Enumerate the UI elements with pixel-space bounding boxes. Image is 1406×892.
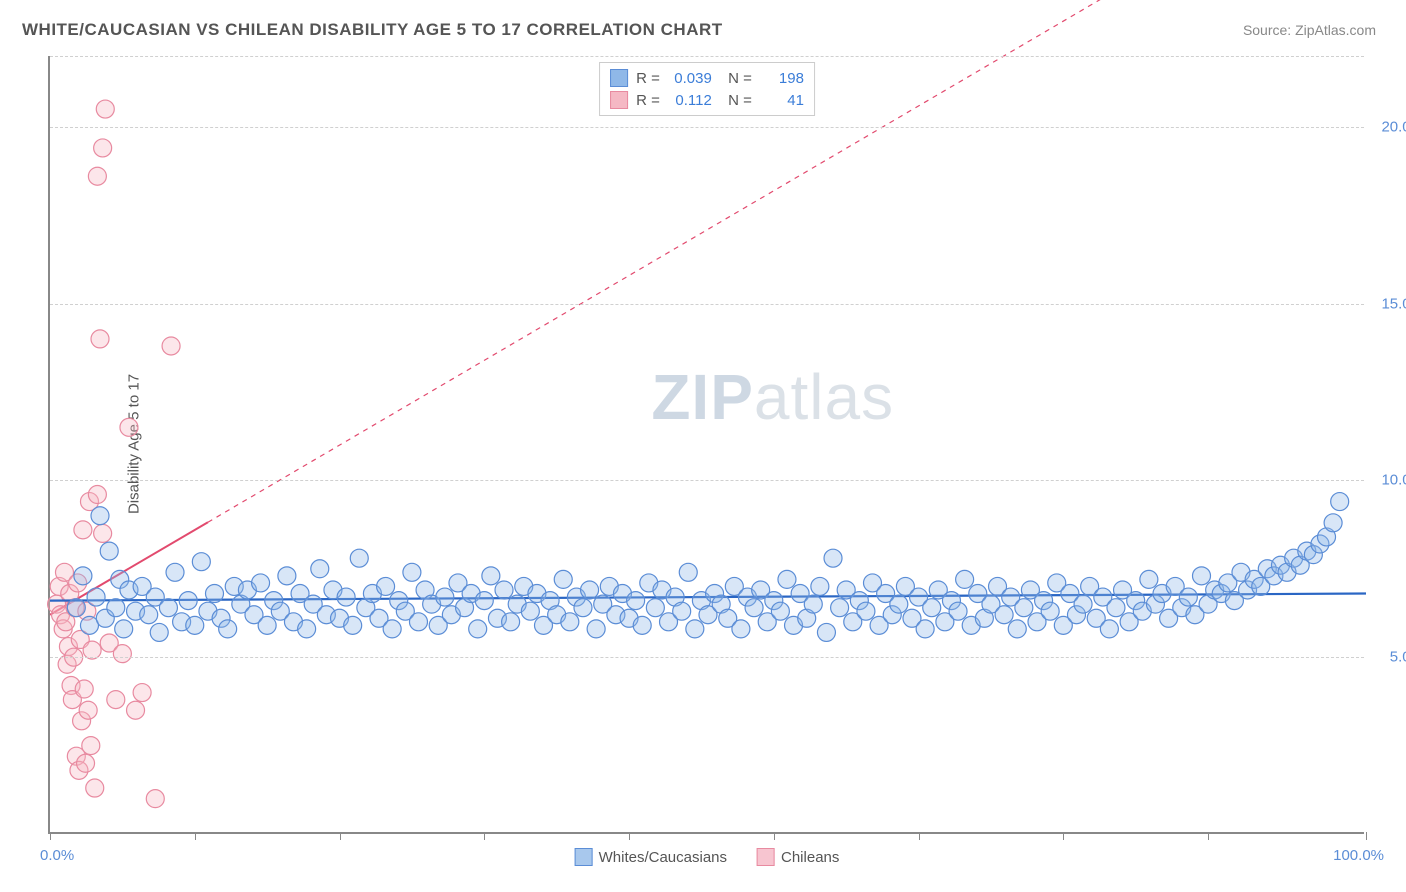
y-tick-label: 15.0%	[1381, 295, 1406, 312]
chart-title: WHITE/CAUCASIAN VS CHILEAN DISABILITY AG…	[22, 20, 723, 40]
chart-plot-area: Disability Age 5 to 17 ZIPatlas R = 0.03…	[48, 56, 1364, 834]
n-label: N =	[720, 70, 752, 87]
correlation-legend: R = 0.039 N = 198 R = 0.112 N = 41	[599, 62, 815, 116]
r-label: R =	[636, 92, 660, 109]
swatch-series1	[610, 69, 628, 87]
y-tick-label: 20.0%	[1381, 118, 1406, 135]
x-tick	[195, 832, 196, 840]
x-tick	[50, 832, 51, 840]
gridline	[50, 127, 1364, 128]
gridline	[50, 657, 1364, 658]
x-tick	[340, 832, 341, 840]
legend-label-2: Chileans	[781, 849, 839, 866]
series-legend: Whites/Caucasians Chileans	[575, 848, 840, 866]
y-tick-label: 5.0%	[1390, 649, 1406, 666]
scatter-svg	[50, 56, 1364, 832]
legend-label-1: Whites/Caucasians	[599, 849, 727, 866]
swatch-series2	[610, 91, 628, 109]
x-tick	[1366, 832, 1367, 840]
n-label: N =	[720, 92, 752, 109]
x-tick	[484, 832, 485, 840]
x-tick	[629, 832, 630, 840]
swatch-series2	[757, 848, 775, 866]
x-tick	[1063, 832, 1064, 840]
n-value-1: 198	[760, 70, 804, 87]
source-attribution: Source: ZipAtlas.com	[1243, 22, 1376, 38]
legend-item-1: Whites/Caucasians	[575, 848, 727, 866]
x-axis-min-label: 0.0%	[40, 847, 74, 864]
r-value-1: 0.039	[668, 70, 712, 87]
x-tick	[774, 832, 775, 840]
x-tick	[1208, 832, 1209, 840]
r-value-2: 0.112	[668, 92, 712, 109]
swatch-series1	[575, 848, 593, 866]
x-axis-max-label: 100.0%	[1333, 847, 1384, 864]
gridline	[50, 480, 1364, 481]
gridline	[50, 56, 1364, 57]
gridline	[50, 304, 1364, 305]
legend-row-series1: R = 0.039 N = 198	[610, 67, 804, 89]
n-value-2: 41	[760, 92, 804, 109]
r-label: R =	[636, 70, 660, 87]
y-tick-label: 10.0%	[1381, 472, 1406, 489]
legend-item-2: Chileans	[757, 848, 839, 866]
x-tick	[919, 832, 920, 840]
legend-row-series2: R = 0.112 N = 41	[610, 89, 804, 111]
